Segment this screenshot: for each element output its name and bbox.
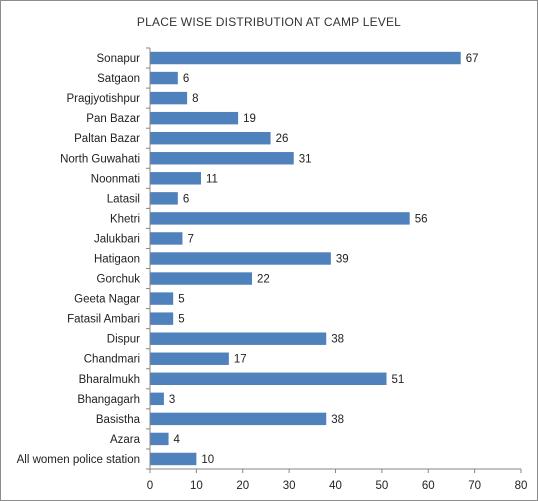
category-label: Hatigaon [94, 254, 140, 266]
data-label: 19 [243, 113, 256, 125]
data-label: 6 [183, 193, 189, 205]
category-label: Gorchuk [97, 274, 141, 286]
data-label: 11 [206, 173, 218, 185]
x-tick-label: 20 [236, 480, 249, 492]
bar [150, 71, 178, 85]
category-label: Dispur [107, 334, 140, 346]
bar [150, 132, 271, 145]
x-tick-label: 30 [283, 480, 296, 492]
category-label: Noonmati [91, 173, 140, 185]
data-label: 67 [466, 53, 479, 65]
bar [150, 232, 183, 245]
data-label: 5 [178, 314, 184, 326]
category-label: Sonapur [97, 53, 141, 65]
bar [150, 312, 174, 325]
x-tick-label: 70 [468, 480, 481, 492]
data-label: 5 [178, 294, 184, 306]
category-label: Paltan Bazar [74, 133, 140, 145]
data-label: 17 [234, 354, 247, 366]
x-tick-label: 0 [147, 480, 153, 492]
data-label: 3 [169, 394, 175, 406]
x-tick-label: 40 [329, 480, 342, 492]
bar [150, 292, 174, 305]
x-tick-label: 10 [190, 480, 203, 492]
category-label: Geeta Nagar [74, 294, 140, 306]
category-label: Basistha [96, 414, 141, 426]
data-label: 22 [257, 274, 270, 286]
data-label: 6 [183, 73, 189, 85]
bar [150, 372, 387, 385]
category-label: Chandmari [84, 354, 140, 366]
data-label: 31 [299, 153, 312, 165]
data-label: 39 [336, 254, 349, 266]
category-label: Jalukbari [94, 233, 140, 245]
bar [150, 432, 169, 446]
bar [150, 352, 229, 365]
data-label: 38 [331, 334, 344, 346]
bar [150, 272, 253, 285]
bar [150, 252, 331, 265]
x-tick-label: 50 [375, 480, 388, 492]
bar [150, 332, 327, 345]
category-label: Azara [110, 434, 141, 446]
category-label: Pan Bazar [86, 113, 140, 125]
bar [150, 152, 294, 165]
data-label: 56 [415, 213, 428, 225]
bar [150, 111, 239, 125]
bar [150, 392, 164, 406]
category-label: Bhangagarh [77, 394, 140, 406]
data-label: 8 [192, 93, 198, 105]
x-tick-label: 80 [515, 480, 528, 492]
data-label: 10 [201, 454, 214, 466]
bar [150, 412, 327, 426]
bar [150, 172, 202, 185]
category-label: Pragjyotishpur [66, 93, 140, 105]
category-label: Fatasil Ambari [67, 314, 140, 326]
category-label: Khetri [110, 213, 140, 225]
bar [150, 91, 188, 105]
data-label: 26 [276, 133, 289, 145]
category-label: All women police station [17, 454, 140, 466]
bar [150, 212, 410, 225]
category-label: Bharalmukh [79, 374, 140, 386]
data-label: 51 [392, 374, 405, 386]
x-tick-label: 60 [422, 480, 435, 492]
bar [150, 51, 461, 65]
data-label: 38 [331, 414, 344, 426]
data-label: 4 [174, 434, 181, 446]
category-label: North Guwahati [60, 153, 140, 165]
bar [150, 452, 197, 466]
chart-title: PLACE WISE DISTRIBUTION AT CAMP LEVEL [136, 15, 402, 29]
bar [150, 192, 178, 205]
category-label: Satgaon [97, 73, 140, 85]
category-label: Latasil [107, 193, 140, 205]
data-label: 7 [187, 233, 193, 245]
